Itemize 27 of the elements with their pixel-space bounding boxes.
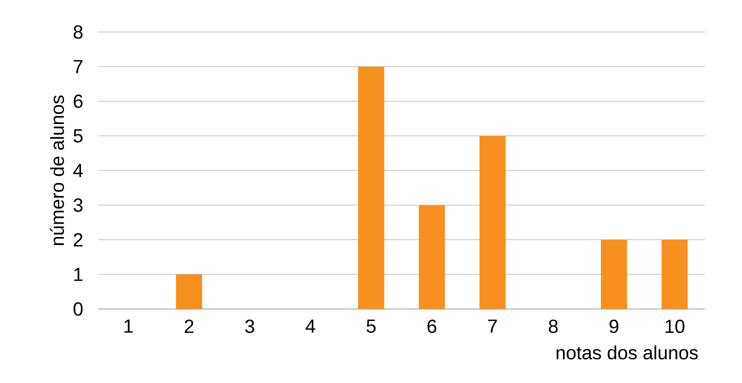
x-tick-label: 5 <box>366 320 376 333</box>
y-tick-label: 2 <box>74 233 82 246</box>
bar <box>480 136 506 309</box>
bar <box>418 205 445 309</box>
y-tick-label: 7 <box>74 60 82 74</box>
x-tick-label: 3 <box>245 320 254 334</box>
y-tick-label: 1 <box>74 268 82 281</box>
y-axis-title: número de alunos <box>50 95 64 246</box>
x-tick-label: 9 <box>610 320 618 334</box>
y-tick-label: 6 <box>74 94 83 108</box>
bar <box>600 240 628 309</box>
x-tick-label: 4 <box>306 320 316 333</box>
x-tick-label: 2 <box>184 320 194 333</box>
y-tick-label: 4 <box>73 164 83 178</box>
y-tick-label: 0 <box>74 302 83 316</box>
y-tick-label: 5 <box>74 129 83 142</box>
y-tick-label: 3 <box>74 198 83 212</box>
bar <box>176 274 202 309</box>
x-tick-label: 7 <box>488 320 497 333</box>
y-tick-label: 8 <box>74 25 83 39</box>
bar <box>358 66 384 309</box>
x-tick-label: 8 <box>548 320 558 334</box>
bar <box>662 240 688 309</box>
x-tick-label: 10 <box>666 320 684 334</box>
x-tick-label: 1 <box>124 320 133 333</box>
x-axis-title: notas dos alunos <box>556 346 698 360</box>
x-tick-label: 6 <box>428 320 436 334</box>
